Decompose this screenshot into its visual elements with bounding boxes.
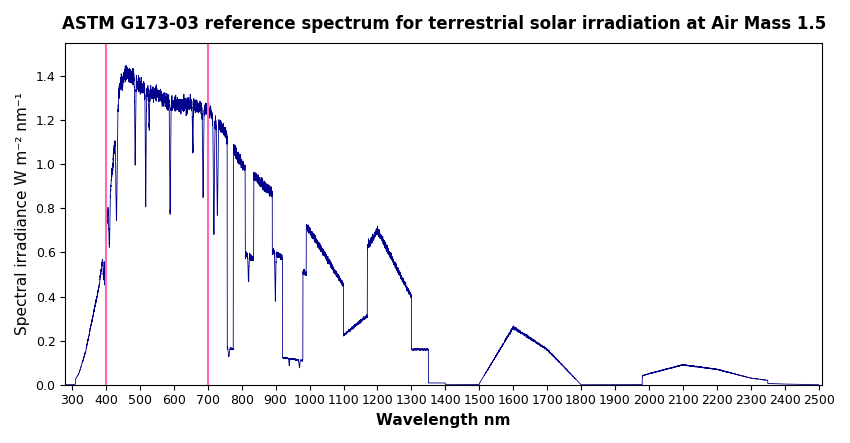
Title: ASTM G173-03 reference spectrum for terrestrial solar irradiation at Air Mass 1.: ASTM G173-03 reference spectrum for terr… [61,15,825,33]
Y-axis label: Spectral irradiance W m⁻² nm⁻¹: Spectral irradiance W m⁻² nm⁻¹ [15,93,30,335]
X-axis label: Wavelength nm: Wavelength nm [377,413,511,428]
